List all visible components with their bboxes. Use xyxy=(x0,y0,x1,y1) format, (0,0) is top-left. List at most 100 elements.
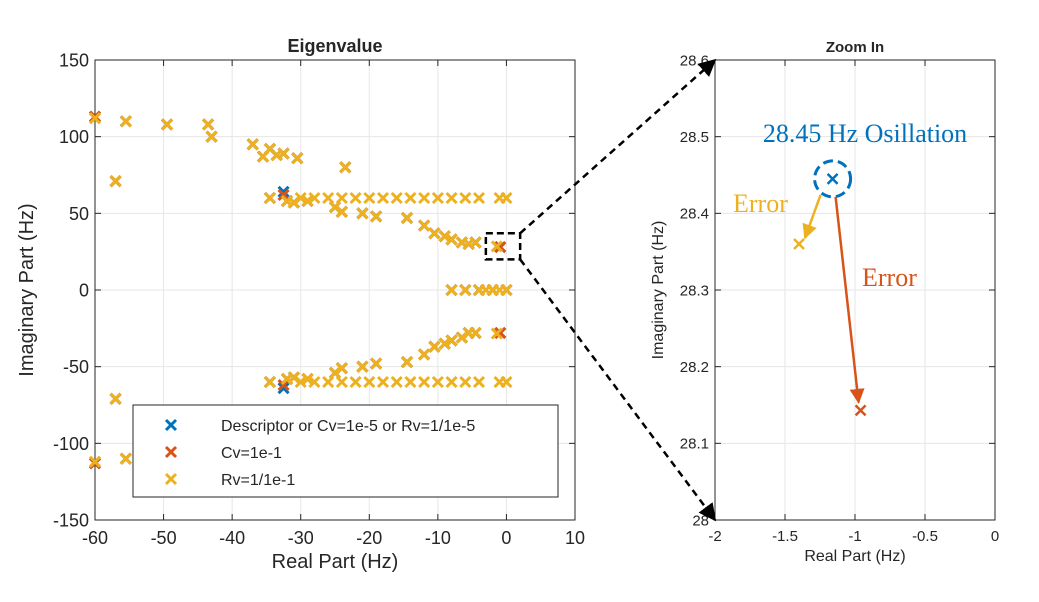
data-point xyxy=(459,191,472,205)
data-point xyxy=(472,191,486,205)
data-point xyxy=(356,360,369,373)
error-arrow-red xyxy=(834,196,865,404)
y-tick-label: 28.1 xyxy=(680,436,709,453)
data-point xyxy=(119,115,132,128)
data-point xyxy=(301,195,314,208)
data-point xyxy=(328,366,342,379)
data-point xyxy=(335,375,348,389)
data-point xyxy=(277,188,290,201)
data-point xyxy=(205,130,218,143)
zoom-connectors xyxy=(519,58,717,522)
oscillation-circle xyxy=(813,159,853,199)
data-point xyxy=(500,191,513,205)
data-point xyxy=(500,283,513,297)
data-point xyxy=(418,348,431,361)
data-point xyxy=(370,210,383,223)
y-tick-label: 150 xyxy=(59,50,89,70)
x-tick-label: -20 xyxy=(356,528,382,548)
data-point xyxy=(445,233,458,246)
data-point xyxy=(202,118,215,131)
y-tick-label: 50 xyxy=(69,204,89,224)
data-point xyxy=(418,191,431,205)
error-label-yellow: Error xyxy=(733,189,788,218)
x-axis-label: Real Part (Hz) xyxy=(804,548,905,565)
data-point xyxy=(349,191,362,205)
y-tick-label: 28.6 xyxy=(680,52,709,69)
data-point xyxy=(793,238,805,250)
x-tick-label: -10 xyxy=(425,528,451,548)
data-point xyxy=(445,375,458,389)
data-point xyxy=(335,191,348,205)
x-axis-label: Real Part (Hz) xyxy=(272,551,399,573)
legend-box xyxy=(132,404,559,498)
data-point xyxy=(301,372,314,385)
x-tick-label: -30 xyxy=(288,528,314,548)
data-point xyxy=(277,382,290,395)
zoom-box xyxy=(484,232,522,261)
y-tick-label: 28.4 xyxy=(680,206,709,223)
data-point xyxy=(277,147,290,160)
x-tick-label: -60 xyxy=(82,528,108,548)
x-tick-label: -1 xyxy=(848,528,861,545)
data-point xyxy=(246,138,259,151)
data-point xyxy=(500,375,513,389)
error-label-red: Error xyxy=(862,263,917,292)
oscillation-label: 28.45 Hz Osillation xyxy=(763,119,967,148)
data-point xyxy=(390,191,403,205)
data-point xyxy=(400,211,414,224)
zoom-connector-top xyxy=(519,58,717,235)
data-point xyxy=(322,191,335,205)
data-point xyxy=(339,161,352,174)
data-point xyxy=(328,201,342,214)
legend-entry: Rv=1/1e-1 xyxy=(221,472,295,489)
data-point xyxy=(335,205,348,218)
data-point xyxy=(494,241,507,254)
data-point xyxy=(431,191,444,205)
data-point xyxy=(263,191,276,205)
data-point xyxy=(88,455,102,468)
x-tick-label: -1.5 xyxy=(772,528,798,545)
data-point xyxy=(277,185,290,198)
data-point xyxy=(160,118,174,131)
x-tick-label: -2 xyxy=(708,528,721,545)
y-tick-label: 28.3 xyxy=(680,282,709,299)
data-point xyxy=(469,326,482,339)
data-point xyxy=(438,337,451,350)
data-point xyxy=(291,152,304,165)
data-point xyxy=(335,362,348,375)
data-point xyxy=(287,196,300,209)
y-tick-label: 28 xyxy=(692,512,709,529)
data-point xyxy=(418,375,431,389)
x-tick-label: -0.5 xyxy=(912,528,938,545)
data-point xyxy=(445,283,458,297)
x-tick-label: 0 xyxy=(501,528,511,548)
legend-entry: Cv=1e-1 xyxy=(221,445,282,462)
y-tick-label: 0 xyxy=(79,280,89,300)
data-point xyxy=(418,219,431,232)
data-point xyxy=(322,375,335,389)
y-tick-label: -50 xyxy=(63,357,89,377)
chart-title: Zoom In xyxy=(826,39,884,56)
legend-marker xyxy=(164,418,178,432)
data-point xyxy=(455,331,468,344)
data-point xyxy=(459,375,472,389)
y-tick-label: 28.2 xyxy=(680,359,709,376)
data-point xyxy=(277,379,290,392)
y-tick-label: 100 xyxy=(59,127,89,147)
zoom-in-chart: -2 -1.5 -1 -0.5 0 28 28.1 28.2 28.3 28.4 28.5 28.6 Z… xyxy=(650,39,999,565)
y-axis-label: Imaginary Part (Hz) xyxy=(16,203,38,376)
data-point xyxy=(400,356,414,369)
error-arrow-yellow xyxy=(802,194,822,240)
data-point xyxy=(308,191,321,205)
eigenvalue-chart: -60 -50 -40 -30 -20 -10 0 10-150-100-5005010015… xyxy=(16,36,585,573)
legend-marker xyxy=(164,445,178,459)
data-point xyxy=(826,172,839,185)
data-point xyxy=(263,375,276,389)
data-point xyxy=(404,191,417,205)
data-point xyxy=(428,340,441,353)
data-point xyxy=(490,240,503,253)
data-point xyxy=(370,357,383,370)
legend-entry: Descriptor or Cv=1e-5 or Rv=1/1e-5 xyxy=(221,418,475,435)
